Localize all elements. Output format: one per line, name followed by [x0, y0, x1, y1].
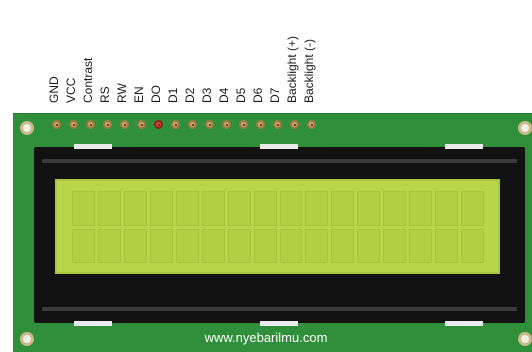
character-cell — [123, 228, 147, 263]
character-cell — [357, 228, 381, 263]
pin-label: D3 — [200, 87, 214, 103]
pin-label: Contrast — [81, 57, 95, 103]
character-cell — [123, 191, 147, 226]
character-cell — [201, 228, 225, 263]
bezel-groove-bottom — [42, 307, 517, 311]
header-pin — [137, 120, 146, 129]
character-cell — [227, 228, 251, 263]
header-pin — [239, 120, 248, 129]
header-pin — [52, 120, 61, 129]
pin-label: VCC — [64, 77, 78, 103]
header-pin — [69, 120, 78, 129]
character-cell — [357, 191, 381, 226]
character-cell — [305, 191, 329, 226]
character-cell — [72, 191, 95, 226]
pin-label: D4 — [217, 87, 231, 103]
character-grid — [72, 191, 484, 263]
pin-label: RW — [115, 83, 129, 103]
character-cell — [383, 191, 407, 226]
character-cell — [253, 191, 277, 226]
character-cell — [279, 191, 303, 226]
bezel-clip — [74, 144, 112, 149]
character-cell — [409, 191, 433, 226]
pin-labels: GND VCC Contrast RS RW EN DO D1 D2 D3 D4 D5 D6 D7 Back… — [0, 0, 532, 110]
pin-label: D5 — [234, 87, 248, 103]
pin-label: RS — [98, 86, 112, 103]
character-cell — [175, 228, 199, 263]
character-cell — [461, 228, 484, 263]
header-pin — [290, 120, 299, 129]
header-pin — [256, 120, 265, 129]
character-cell — [201, 191, 225, 226]
header-pin — [103, 120, 112, 129]
pin-label: DO — [149, 85, 163, 103]
pin-label: D1 — [166, 87, 180, 103]
character-cell — [97, 191, 121, 226]
character-cell — [97, 228, 121, 263]
character-cell — [461, 191, 484, 226]
character-cell — [383, 228, 407, 263]
mounting-hole-bottom-left — [20, 332, 34, 346]
character-cell — [227, 191, 251, 226]
character-cell — [72, 228, 95, 263]
mounting-hole-top-right — [518, 121, 532, 135]
bezel-clip — [260, 321, 298, 326]
lcd-screen — [55, 179, 500, 274]
character-cell — [279, 228, 303, 263]
header-pin — [273, 120, 282, 129]
bezel-groove-top — [42, 159, 517, 163]
bezel-clip — [445, 321, 483, 326]
pin-label: Backlight (-) — [302, 38, 316, 103]
pin-label: Backlight (+) — [285, 35, 299, 103]
website-watermark: www.nyebarilmu.com — [204, 330, 328, 345]
character-cell — [175, 191, 199, 226]
mounting-hole-top-left — [20, 121, 34, 135]
header-pin — [222, 120, 231, 129]
lcd-bezel — [34, 144, 525, 326]
bezel-clip — [74, 321, 112, 326]
header-pin — [307, 120, 316, 129]
character-cell — [305, 228, 329, 263]
pin-label: D6 — [251, 87, 265, 103]
character-cell — [253, 228, 277, 263]
header-pin — [205, 120, 214, 129]
character-cell — [149, 228, 173, 263]
pin-label: EN — [132, 86, 146, 103]
character-cell — [149, 191, 173, 226]
character-cell — [331, 228, 355, 263]
header-pin — [86, 120, 95, 129]
lcd-module-board — [13, 113, 532, 352]
character-cell — [435, 228, 459, 263]
bezel-clip — [260, 144, 298, 149]
header-pin — [120, 120, 129, 129]
pin-label: GND — [47, 76, 61, 103]
mounting-hole-bottom-right — [518, 332, 532, 346]
character-cell — [331, 191, 355, 226]
pin-label: D2 — [183, 87, 197, 103]
character-cell — [435, 191, 459, 226]
character-cell — [409, 228, 433, 263]
pin-label: D7 — [268, 87, 282, 103]
bezel-clip — [445, 144, 483, 149]
header-pin — [154, 120, 163, 129]
header-pin — [171, 120, 180, 129]
header-pin — [188, 120, 197, 129]
